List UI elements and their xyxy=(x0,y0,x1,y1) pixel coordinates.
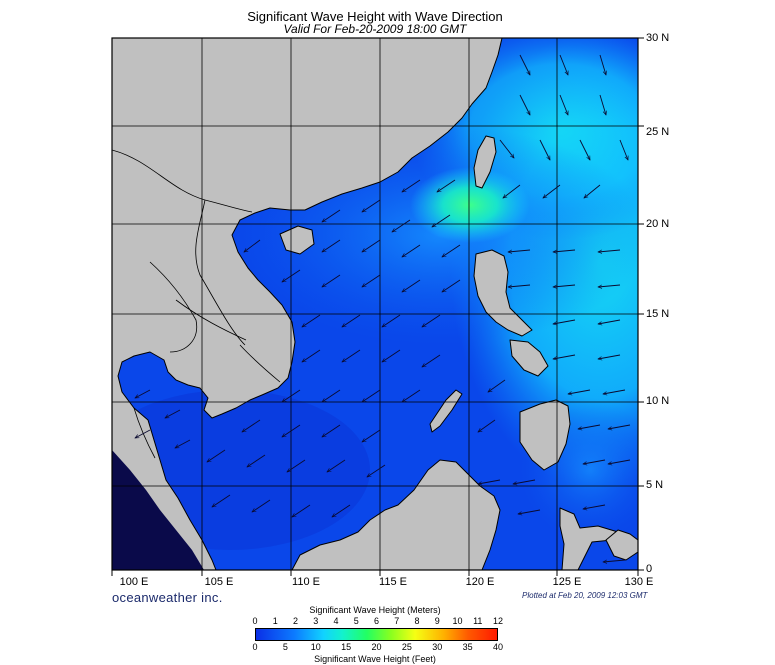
meters-tick-label: 0 xyxy=(252,616,258,626)
colorbar xyxy=(255,628,498,641)
lon-label-100e: 100 E xyxy=(119,576,149,588)
chart-title: Significant Wave Height with Wave Direct… xyxy=(247,9,503,24)
land-mindanao xyxy=(519,399,571,471)
frame-ticks xyxy=(111,37,644,576)
lon-label-125e: 125 E xyxy=(552,576,582,588)
lon-label-130e: 130 E xyxy=(624,576,654,588)
meters-tick-label: 5 xyxy=(353,616,359,626)
chart-subtitle: Valid For Feb-20-2009 18:00 GMT xyxy=(283,22,467,36)
lon-label-105e: 105 E xyxy=(204,576,234,588)
land-asia-mainland xyxy=(112,38,503,570)
land-north-moluccas xyxy=(605,529,638,561)
meters-tick-label: 3 xyxy=(313,616,319,626)
land-hainan xyxy=(279,225,315,255)
lon-label-115e: 115 E xyxy=(379,576,407,588)
wave-peak xyxy=(410,167,530,243)
lon-label-110e: 110 E xyxy=(292,576,320,588)
meters-tick-label: 2 xyxy=(292,616,298,626)
graticule xyxy=(112,38,638,570)
plotted-timestamp: Plotted at Feb 20, 2009 12:03 GMT xyxy=(522,591,648,600)
lat-label-20n: 20 N xyxy=(646,218,670,230)
meters-tick-label: 10 xyxy=(452,616,463,626)
feet-tick-label: 20 xyxy=(371,642,382,652)
land-taiwan xyxy=(473,135,497,189)
meters-tick-label: 4 xyxy=(333,616,339,626)
meters-tick-label: 8 xyxy=(414,616,420,626)
lat-label-0: 0 xyxy=(646,563,653,575)
lat-label-25n: 25 N xyxy=(646,126,670,138)
feet-tick-label: 0 xyxy=(252,642,258,652)
colorbar-title-meters: Significant Wave Height (Meters) xyxy=(309,605,441,615)
meters-tick-label: 1 xyxy=(272,616,278,626)
meters-tick-label: 6 xyxy=(373,616,379,626)
lon-label-120e: 120 E xyxy=(465,576,495,588)
meters-tick-label: 9 xyxy=(434,616,440,626)
map-frame xyxy=(111,37,639,571)
land-sumatra xyxy=(112,450,204,570)
land-luzon xyxy=(473,249,533,337)
feet-tick-label: 5 xyxy=(282,642,288,652)
land-visayas xyxy=(509,339,549,377)
lat-label-15n: 15 N xyxy=(646,308,670,320)
land-masses xyxy=(112,38,638,570)
lat-label-10n: 10 N xyxy=(646,395,670,407)
feet-tick-label: 35 xyxy=(462,642,473,652)
feet-tick-label: 10 xyxy=(310,642,321,652)
brand-logo-text: oceanweather inc. xyxy=(112,590,223,605)
meters-tick-label: 11 xyxy=(473,616,483,626)
meters-tick-label: 12 xyxy=(492,616,503,626)
meters-tick-label: 7 xyxy=(394,616,400,626)
lat-label-30n: 30 N xyxy=(646,32,670,44)
wave-direction-arrows xyxy=(135,54,631,562)
land-sulawesi xyxy=(559,507,619,570)
feet-tick-label: 40 xyxy=(492,642,503,652)
feet-tick-label: 25 xyxy=(401,642,412,652)
lat-label-5n: 5 N xyxy=(646,479,664,491)
land-palawan xyxy=(429,389,463,433)
land-borneo xyxy=(291,459,501,570)
colorbar-title-feet: Significant Wave Height (Feet) xyxy=(314,654,436,664)
feet-tick-label: 30 xyxy=(432,642,443,652)
feet-tick-label: 15 xyxy=(341,642,352,652)
